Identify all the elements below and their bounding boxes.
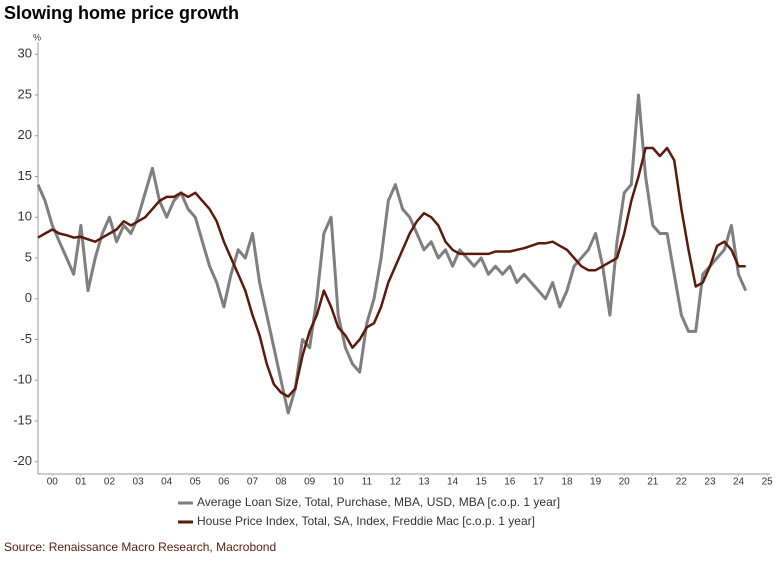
source: Source: Renaissance Macro Research, Macr… (4, 540, 276, 554)
y-unit: % (33, 32, 41, 42)
y-tick-label: -5 (20, 331, 32, 346)
x-tick-label: 02 (104, 477, 116, 488)
x-tick-label: 05 (190, 477, 202, 488)
y-tick-label: 30 (18, 46, 32, 61)
series-line (36, 93, 748, 415)
legend-label: Average Loan Size, Total, Purchase, MBA,… (197, 495, 560, 509)
legend-label: House Price Index, Total, SA, Index, Fre… (197, 514, 535, 528)
x-tick-label: 00 (47, 477, 59, 488)
x-tick-label: 14 (447, 477, 459, 488)
x-tick-label: 15 (476, 477, 488, 488)
x-tick-label: 04 (161, 477, 173, 488)
x-tick-label: 16 (504, 477, 516, 488)
y-tick-label: 0 (25, 290, 32, 305)
x-tick-label: 21 (647, 477, 659, 488)
x-tick-label: 10 (333, 477, 345, 488)
x-tick-label: 18 (561, 477, 573, 488)
x-tick-label: 17 (533, 477, 545, 488)
x-tick-label: 07 (247, 477, 259, 488)
y-tick-label: -20 (13, 453, 32, 468)
x-tick-label: 20 (619, 477, 631, 488)
x-tick-label: 13 (418, 477, 430, 488)
x-tick-label: 06 (218, 477, 230, 488)
y-tick-label: 5 (25, 249, 32, 264)
y-tick-label: 15 (18, 168, 32, 183)
x-tick-label: 09 (304, 477, 316, 488)
x-tick-label: 23 (704, 477, 716, 488)
x-tick-label: 11 (362, 477, 373, 488)
chart-title: Slowing home price growth (4, 3, 239, 23)
x-tick-label: 01 (75, 477, 87, 488)
x-tick-label: 22 (676, 477, 688, 488)
x-tick-label: 03 (133, 477, 145, 488)
x-tick-label: 12 (390, 477, 402, 488)
y-tick-label: 20 (18, 127, 32, 142)
series-line (37, 146, 746, 398)
y-tick-label: 25 (18, 86, 32, 101)
x-tick-label: 19 (590, 477, 602, 488)
x-tick-label: 08 (275, 477, 287, 488)
y-tick-label: -15 (13, 412, 32, 427)
x-tick-label: 24 (733, 477, 745, 488)
x-tick-label: 25 (762, 477, 774, 488)
y-tick-label: -10 (13, 372, 32, 387)
y-tick-label: 10 (18, 209, 32, 224)
